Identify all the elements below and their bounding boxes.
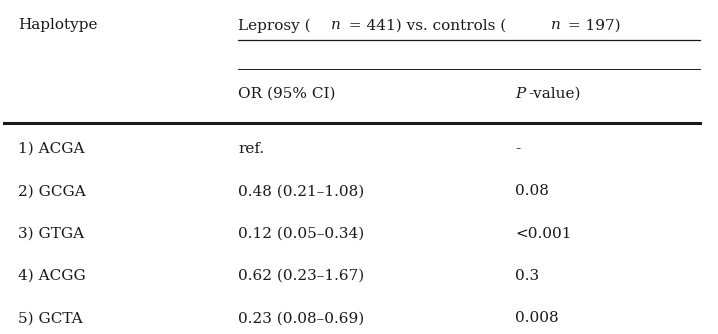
Text: 2) GCGA: 2) GCGA [19, 184, 86, 198]
Text: 0.23 (0.08–0.69): 0.23 (0.08–0.69) [238, 311, 365, 325]
Text: 4) ACGG: 4) ACGG [19, 269, 86, 283]
Text: 0.12 (0.05–0.34): 0.12 (0.05–0.34) [238, 227, 365, 241]
Text: ref.: ref. [238, 142, 265, 156]
Text: Leprosy (: Leprosy ( [238, 18, 311, 32]
Text: -value): -value) [528, 87, 581, 101]
Text: 3) GTGA: 3) GTGA [19, 227, 85, 241]
Text: n: n [331, 18, 341, 32]
Text: 5) GCTA: 5) GCTA [19, 311, 83, 325]
Text: OR (95% CI): OR (95% CI) [238, 87, 336, 101]
Text: <0.001: <0.001 [515, 227, 572, 241]
Text: -: - [515, 142, 521, 156]
Text: 0.08: 0.08 [515, 184, 549, 198]
Text: 0.008: 0.008 [515, 311, 559, 325]
Text: 1) ACGA: 1) ACGA [19, 142, 85, 156]
Text: 0.62 (0.23–1.67): 0.62 (0.23–1.67) [238, 269, 365, 283]
Text: 0.48 (0.21–1.08): 0.48 (0.21–1.08) [238, 184, 365, 198]
Text: Haplotype: Haplotype [19, 18, 98, 32]
Text: = 441) vs. controls (: = 441) vs. controls ( [344, 18, 505, 32]
Text: P: P [515, 87, 526, 101]
Text: 0.3: 0.3 [515, 269, 539, 283]
Text: = 197): = 197) [563, 18, 621, 32]
Text: n: n [551, 18, 560, 32]
